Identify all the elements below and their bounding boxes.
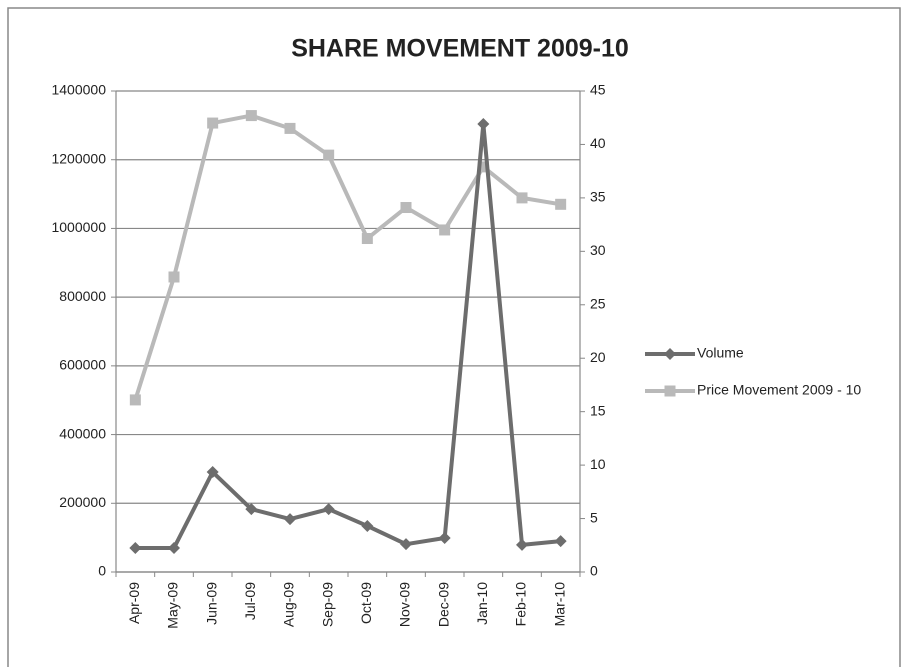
x-tick-label: Dec-09: [435, 582, 451, 627]
series-line: [133, 113, 561, 401]
x-tick-label: Nov-09: [397, 582, 413, 627]
y-tick-label: 1400000: [51, 82, 106, 98]
data-point: [207, 117, 219, 129]
data-point: [400, 538, 412, 551]
legend-marker: [664, 385, 676, 397]
data-point: [554, 535, 567, 548]
data-point: [323, 149, 335, 161]
x-tick-label: Aug-09: [281, 582, 297, 627]
data-point: [477, 117, 490, 130]
data-point: [516, 538, 528, 551]
y2-tick-label: 30: [590, 242, 606, 258]
x-tick-label: Sep-09: [319, 582, 335, 627]
y-tick-label: 200000: [59, 494, 106, 510]
y-tick-label: 0: [98, 563, 106, 579]
x-tick-label: Mar-10: [551, 582, 567, 627]
y2-tick-label: 35: [590, 189, 606, 205]
data-point: [516, 192, 528, 204]
data-point: [438, 531, 451, 544]
x-tick-label: Jan-10: [474, 582, 490, 625]
y-tick-label: 800000: [59, 288, 106, 304]
data-point: [129, 541, 142, 554]
y-tick-label: 1000000: [51, 219, 106, 235]
data-point: [168, 271, 180, 283]
y2-tick-label: 20: [590, 349, 606, 365]
y2-tick-label: 10: [590, 456, 606, 472]
x-tick-label: Oct-09: [358, 582, 374, 624]
chart-border: [7, 7, 901, 667]
y2-tick-label: 0: [590, 563, 598, 579]
x-tick-label: Feb-10: [513, 582, 529, 627]
y-tick-label: 600000: [59, 357, 106, 373]
data-point: [555, 198, 567, 210]
data-point: [361, 233, 373, 245]
data-point: [477, 161, 489, 173]
data-point: [245, 110, 257, 122]
y2-tick-label: 15: [590, 402, 606, 418]
x-tick-label: Jul-09: [242, 582, 258, 620]
chart-title: SHARE MOVEMENT 2009-10: [291, 35, 629, 63]
legend-label: Volume: [697, 345, 744, 361]
data-point: [284, 513, 296, 526]
legend-marker: [664, 348, 676, 360]
data-point: [168, 541, 180, 554]
y2-tick-label: 45: [590, 82, 606, 98]
y2-tick-label: 40: [590, 135, 606, 151]
data-point: [284, 122, 296, 134]
x-tick-label: Jun-09: [203, 582, 219, 625]
series-line: [135, 121, 561, 550]
data-point: [322, 503, 335, 516]
y2-tick-label: 5: [590, 509, 598, 525]
y-tick-label: 1200000: [51, 150, 106, 166]
x-tick-label: May-09: [165, 582, 181, 629]
y2-tick-label: 25: [590, 295, 606, 311]
data-point: [361, 519, 374, 532]
data-point: [129, 394, 141, 406]
x-tick-label: Apr-09: [126, 582, 142, 624]
legend-label: Price Movement 2009 - 10: [697, 382, 861, 398]
data-point: [439, 224, 451, 236]
data-point: [400, 202, 412, 214]
data-point: [206, 466, 219, 479]
y-tick-label: 400000: [59, 425, 106, 441]
data-point: [245, 503, 258, 516]
